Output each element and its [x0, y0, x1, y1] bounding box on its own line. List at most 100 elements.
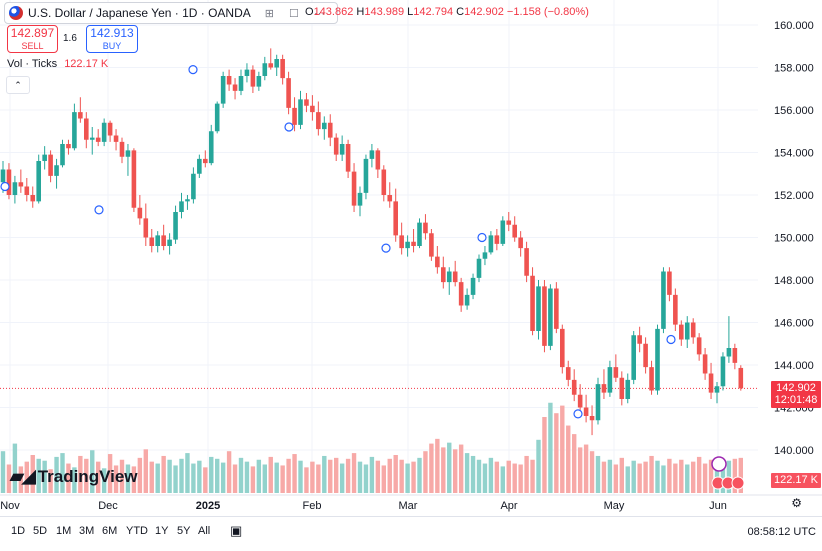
volume-bar [417, 457, 422, 493]
candle-body [631, 335, 636, 380]
chart-grid [0, 0, 822, 496]
candle-body [48, 154, 53, 176]
volume-bar [524, 455, 529, 493]
volume-bar [423, 451, 428, 493]
volume-bar [244, 461, 250, 493]
candle-body [12, 182, 18, 195]
candle-body [42, 154, 47, 161]
range-5y-button[interactable]: 5Y [177, 525, 191, 537]
candle-body [250, 69, 256, 87]
sell-price: 142.897 [10, 26, 55, 40]
candle-body [322, 122, 327, 130]
candle-body [351, 171, 357, 206]
candle-body [113, 135, 119, 142]
volume-bar [619, 457, 624, 493]
volume-bar [226, 451, 232, 493]
volume-bar [548, 402, 553, 493]
volume-bar [631, 460, 636, 493]
range-1m-button[interactable]: 1M [56, 525, 72, 537]
open-value: 143.862 [313, 6, 354, 18]
volume-bar [381, 465, 386, 493]
candle-body [464, 294, 470, 306]
range-ytd-button[interactable]: YTD [126, 525, 148, 537]
volume-bar [328, 459, 333, 493]
candle-body [238, 76, 244, 91]
candle-body [554, 288, 559, 329]
volume-bar [661, 465, 666, 493]
symbol-actions-icon[interactable]: ⊞ ☐ ⋯ [264, 7, 331, 20]
volume-legend[interactable]: Vol · Ticks 122.17 K [7, 58, 108, 70]
candle-body [732, 348, 738, 363]
candle-body [24, 186, 30, 195]
candle-body [500, 220, 506, 244]
candle-body [167, 239, 172, 246]
volume-bar [643, 461, 648, 493]
buy-button[interactable]: 142.913 BUY [86, 25, 138, 53]
candle-body [708, 373, 714, 393]
range-1y-button[interactable]: 1Y [155, 525, 169, 537]
collapse-legend-button[interactable]: ⌃ [6, 76, 30, 94]
volume-bar [375, 460, 381, 493]
candle-body [684, 322, 690, 340]
candle-body [78, 112, 83, 119]
candle-body [530, 275, 535, 331]
volume-bar [161, 455, 166, 493]
tradingview-logo[interactable]: ▰◢ TradingView [10, 466, 138, 487]
candle-body [655, 328, 660, 391]
range-1d-button[interactable]: 1D [11, 525, 26, 537]
candle-body [220, 76, 226, 104]
candle-body [375, 150, 381, 170]
volume-bar [536, 439, 541, 493]
sell-button[interactable]: 142.897 SELL [7, 25, 58, 53]
candle-body [327, 122, 333, 138]
bar-countdown: 12:01:48 [774, 394, 818, 406]
volume-bar [482, 463, 488, 493]
volume-bar [399, 459, 404, 493]
candle-body [286, 78, 291, 108]
x-tick-label: May [604, 500, 625, 512]
last-price: 142.902 [776, 382, 816, 394]
candle-body [214, 103, 220, 132]
volume-bar [131, 466, 137, 493]
candle-body [446, 271, 452, 283]
volume-bar [685, 464, 690, 493]
candle-body [310, 105, 315, 113]
date-range-calendar-icon[interactable]: ▣ [230, 523, 243, 538]
x-tick-label: Nov [0, 500, 20, 512]
candle-body [345, 144, 351, 172]
volume-bar [203, 467, 208, 493]
y-tick-label: 150.000 [774, 233, 814, 245]
candle-body [30, 195, 36, 202]
chart-settings-icon[interactable]: ⚙ [791, 496, 802, 510]
last-volume-tag: 122.17 K [771, 473, 821, 488]
range-3m-button[interactable]: 3M [79, 525, 95, 537]
price-chart[interactable]: 160.000 158.000 156.000 154.000 152.000 150.0… [0, 0, 822, 516]
candle-body [696, 337, 702, 355]
buy-label: BUY [102, 41, 122, 51]
range-5d-button[interactable]: 5D [33, 525, 48, 537]
candle-body [649, 367, 654, 391]
candle-body [244, 69, 250, 76]
volume-bar [262, 464, 267, 493]
volume-bar [268, 456, 273, 493]
range-6m-button[interactable]: 6M [102, 525, 118, 537]
volume-bar [464, 453, 470, 493]
volume-label: Vol · Ticks [7, 58, 58, 70]
volume-bar [476, 459, 482, 493]
volume-bar [583, 444, 589, 493]
volume-bar [72, 467, 77, 493]
event-marker-icon [573, 409, 583, 419]
volume-bar [649, 455, 654, 493]
candle-body [173, 212, 178, 240]
volume-bar [60, 453, 65, 493]
y-tick-label: 152.000 [774, 190, 814, 202]
volume-bars [0, 402, 743, 493]
tradingview-mark-icon: ▰◢ [10, 466, 36, 486]
y-tick-label: 160.000 [774, 20, 814, 32]
volume-bar [119, 459, 125, 493]
volume-bar [405, 463, 410, 493]
volume-bar [0, 451, 6, 493]
candle-body [155, 235, 160, 246]
range-all-button[interactable]: All [198, 525, 211, 537]
symbol-info[interactable]: U.S. Dollar / Japanese Yen · 1D · OANDA … [4, 2, 338, 24]
